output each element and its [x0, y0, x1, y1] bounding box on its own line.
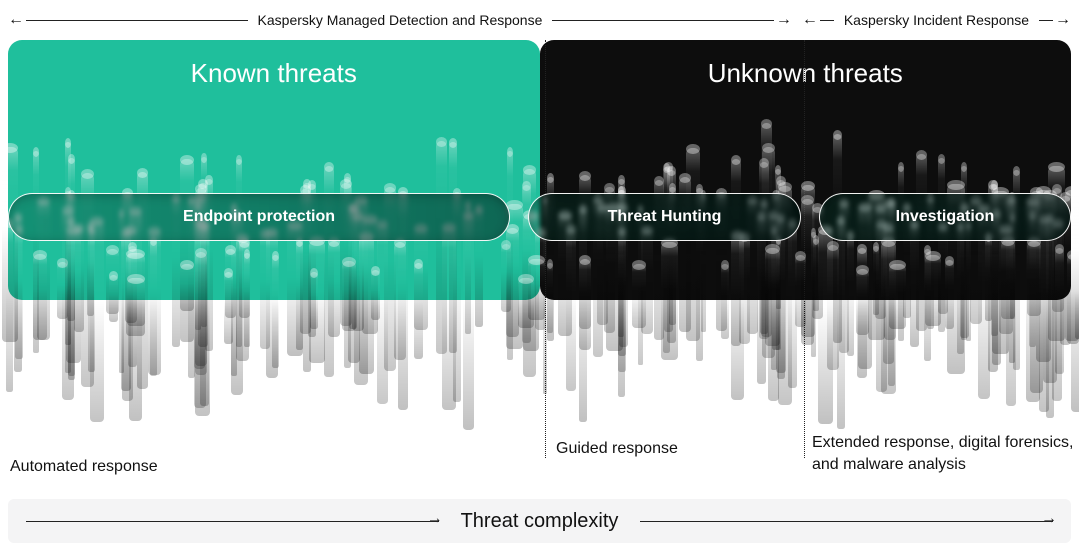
section-divider: [804, 40, 805, 458]
threat-complexity-bar: Threat complexity: [8, 499, 1071, 543]
pill-row: Endpoint protection Threat Hunting Inves…: [8, 190, 1071, 244]
pill-label: Investigation: [896, 208, 995, 226]
arrow-right-icon: [1053, 11, 1071, 29]
caption-automated-response: Automated response: [10, 456, 158, 478]
cylinder: [1071, 203, 1079, 413]
panel-unknown-threats: Unknown threats: [540, 40, 1072, 300]
panel-known-title: Known threats: [8, 58, 540, 89]
panel-known-threats: Known threats: [8, 40, 540, 300]
bracket-line: [820, 20, 834, 21]
caption-guided-response: Guided response: [556, 438, 678, 460]
bracket-mdr: [8, 11, 26, 29]
arrow-left-icon: [802, 11, 820, 29]
bracket-line: [1039, 20, 1053, 21]
pill-investigation: Investigation: [819, 193, 1071, 241]
arrow-right-icon: [774, 11, 792, 29]
complexity-label: Threat complexity: [453, 510, 627, 533]
pill-threat-hunting: Threat Hunting: [528, 193, 801, 241]
bracket-mdr-label: Kaspersky Managed Detection and Response: [248, 12, 553, 28]
caption-extended-response: Extended response, digital forensics, an…: [812, 432, 1079, 475]
top-bracket-row: Kaspersky Managed Detection and Response…: [8, 6, 1071, 34]
pill-label: Endpoint protection: [183, 208, 335, 226]
arrow-left-icon: [8, 11, 26, 29]
bracket-ir-label: Kaspersky Incident Response: [834, 12, 1039, 28]
pill-label: Threat Hunting: [608, 208, 722, 226]
bracket-ir-body: Kaspersky Incident Response: [802, 11, 1071, 29]
section-divider: [545, 40, 546, 458]
bracket-line: [552, 20, 774, 21]
panel-unknown-title: Unknown threats: [540, 58, 1072, 89]
pill-endpoint-protection: Endpoint protection: [8, 193, 510, 241]
complexity-line-right: [640, 521, 1053, 522]
bracket-line: [26, 20, 248, 21]
cylinder: [1075, 261, 1079, 339]
complexity-line-left: [26, 521, 439, 522]
bracket-mdr-body: Kaspersky Managed Detection and Response: [26, 11, 792, 29]
